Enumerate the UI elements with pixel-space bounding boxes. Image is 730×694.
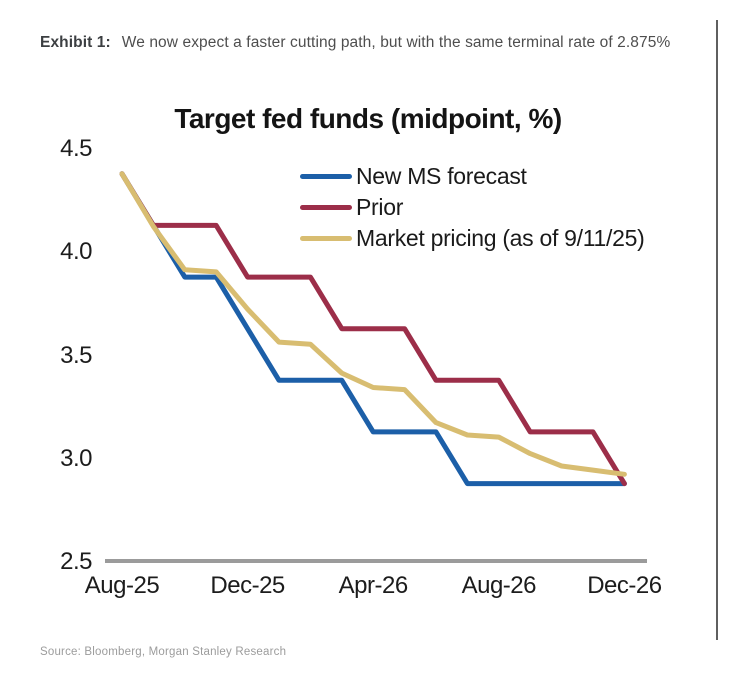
exhibit-label: Exhibit 1: bbox=[40, 34, 111, 51]
y-tick-label: 3.5 bbox=[60, 341, 92, 369]
legend-swatch-new-ms-forecast bbox=[300, 174, 352, 179]
page-column-divider bbox=[716, 20, 718, 640]
x-tick-label: Dec-26 bbox=[587, 572, 662, 599]
x-tick-label: Aug-26 bbox=[461, 572, 537, 599]
x-tick-label: Apr-26 bbox=[338, 572, 409, 599]
legend-swatch-prior bbox=[300, 205, 352, 210]
legend-label: New MS forecast bbox=[356, 163, 527, 189]
source-note: Source: Bloomberg, Morgan Stanley Resear… bbox=[40, 646, 287, 658]
exhibit-header: Exhibit 1: We now expect a faster cutting… bbox=[40, 30, 676, 55]
legend-label: Prior bbox=[356, 194, 404, 220]
chart-legend: New MS forecast Prior Market pricing (as… bbox=[300, 161, 645, 254]
legend-item-prior: Prior bbox=[300, 192, 644, 223]
y-tick-label: 4.0 bbox=[60, 238, 92, 266]
exhibit-title-text: We now expect a faster cutting path, but… bbox=[121, 34, 671, 51]
x-tick-label: Aug-25 bbox=[84, 572, 160, 599]
y-tick-label: 3.0 bbox=[60, 444, 92, 472]
legend-item-market-pricing: Market pricing (as of 9/11/25) bbox=[300, 223, 645, 254]
series-line-new-ms-forecast bbox=[119, 171, 627, 487]
legend-swatch-market-pricing bbox=[300, 236, 352, 241]
y-tick-label: 2.5 bbox=[60, 548, 92, 575]
legend-label: Market pricing (as of 9/11/25) bbox=[356, 225, 645, 251]
chart-title: Target fed funds (midpoint, %) bbox=[174, 103, 562, 134]
y-tick-label: 4.5 bbox=[60, 135, 92, 162]
series-line-prior bbox=[119, 171, 627, 487]
series-line-market-pricing-as-of-9-11-25 bbox=[119, 171, 627, 477]
x-tick-label: Dec-25 bbox=[210, 572, 285, 599]
legend-item-new-ms-forecast: New MS forecast bbox=[300, 161, 644, 192]
